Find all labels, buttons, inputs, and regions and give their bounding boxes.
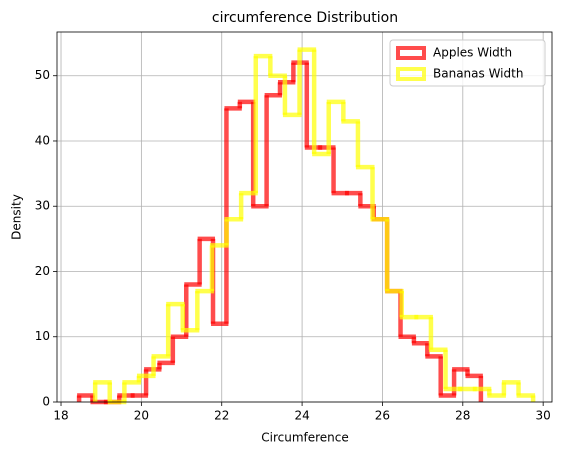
axes-frame <box>56 31 553 403</box>
x-tick-label: 20 <box>134 409 149 423</box>
chart-title: circumference Distribution <box>212 10 398 26</box>
y-tick-label: 30 <box>35 199 50 213</box>
x-tick-label: 26 <box>375 409 390 423</box>
y-tick-label: 20 <box>35 264 50 278</box>
y-tick-label: 10 <box>35 329 50 343</box>
y-axis-label: Density <box>10 194 24 240</box>
series <box>92 47 536 405</box>
legend-swatch <box>396 46 426 60</box>
x-tick-label: 28 <box>455 409 470 423</box>
legend-label: Bananas Width <box>433 67 523 81</box>
y-tick-label: 50 <box>35 68 50 82</box>
x-tick-label: 22 <box>214 409 229 423</box>
series <box>76 60 484 405</box>
x-axis-label: Circumference <box>261 431 349 445</box>
x-tick-label: 18 <box>53 409 68 423</box>
legend-swatch <box>396 67 426 81</box>
y-tick-label: 40 <box>35 133 50 147</box>
x-tick-label: 24 <box>294 409 309 423</box>
legend-label: Apples Width <box>433 46 512 60</box>
legend-box <box>389 39 546 87</box>
y-tick-label: 0 <box>42 395 50 409</box>
x-tick-label: 30 <box>536 409 551 423</box>
